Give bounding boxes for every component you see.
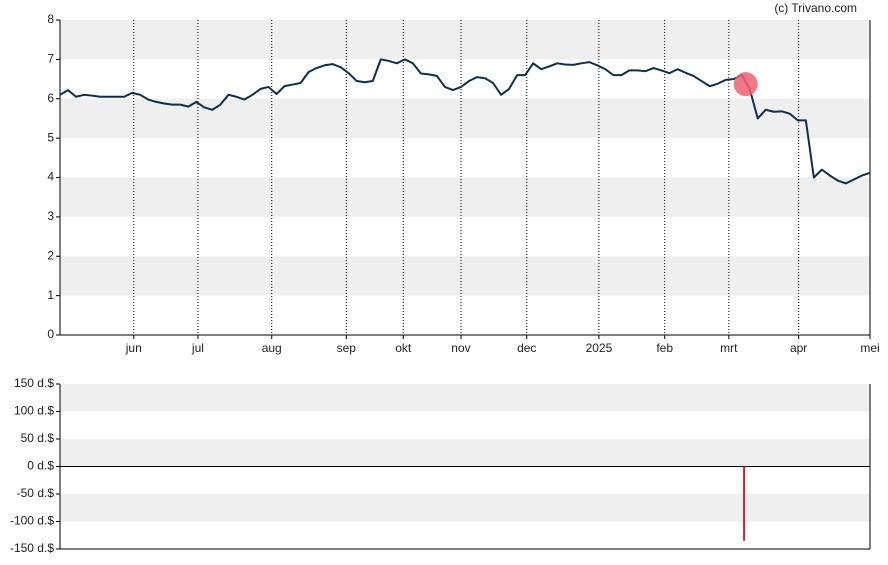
- grid-band: [60, 177, 870, 217]
- y-tick-label: 6: [47, 91, 54, 105]
- x-tick-label: okt: [395, 341, 412, 355]
- bar: [743, 466, 746, 541]
- x-tick-label: dec: [517, 341, 536, 355]
- grid-band: [60, 494, 870, 522]
- x-tick-label: mrt: [720, 341, 738, 355]
- x-tick-label: jul: [191, 341, 204, 355]
- price-line: [59, 58, 871, 185]
- y-tick-label: 0 d.$: [27, 459, 54, 473]
- y-tick-label: 3: [47, 209, 54, 223]
- x-tick-label: aug: [262, 341, 282, 355]
- x-tick-label: sep: [337, 341, 357, 355]
- y-tick-label: 8: [47, 12, 54, 26]
- x-tick-label: nov: [451, 341, 470, 355]
- x-tick-label: 2025: [586, 341, 613, 355]
- y-tick-label: 5: [47, 130, 54, 144]
- grid-band: [60, 20, 870, 60]
- y-tick-label: 50 d.$: [21, 431, 55, 445]
- y-tick-label: -50 d.$: [17, 486, 55, 500]
- grid-band: [60, 256, 870, 296]
- y-tick-label: 4: [47, 170, 54, 184]
- x-tick-label: mei: [860, 341, 879, 355]
- grid-band: [60, 384, 870, 412]
- y-tick-label: 2: [47, 248, 54, 262]
- credit: (c) Trivano.com: [774, 1, 857, 15]
- x-tick-label: feb: [656, 341, 673, 355]
- grid-band: [60, 439, 870, 467]
- y-tick-label: 1: [47, 288, 54, 302]
- y-tick-label: 0: [47, 327, 54, 341]
- y-tick-label: 7: [47, 52, 54, 66]
- grid-band: [60, 98, 870, 139]
- y-tick-label: -150 d.$: [10, 541, 54, 555]
- y-tick-label: 100 d.$: [14, 404, 54, 418]
- highlight-marker: [733, 72, 758, 97]
- y-tick-label: -100 d.$: [10, 514, 54, 528]
- y-tick-label: 150 d.$: [14, 376, 54, 390]
- x-tick-label: apr: [790, 341, 807, 355]
- x-tick-label: jun: [125, 341, 142, 355]
